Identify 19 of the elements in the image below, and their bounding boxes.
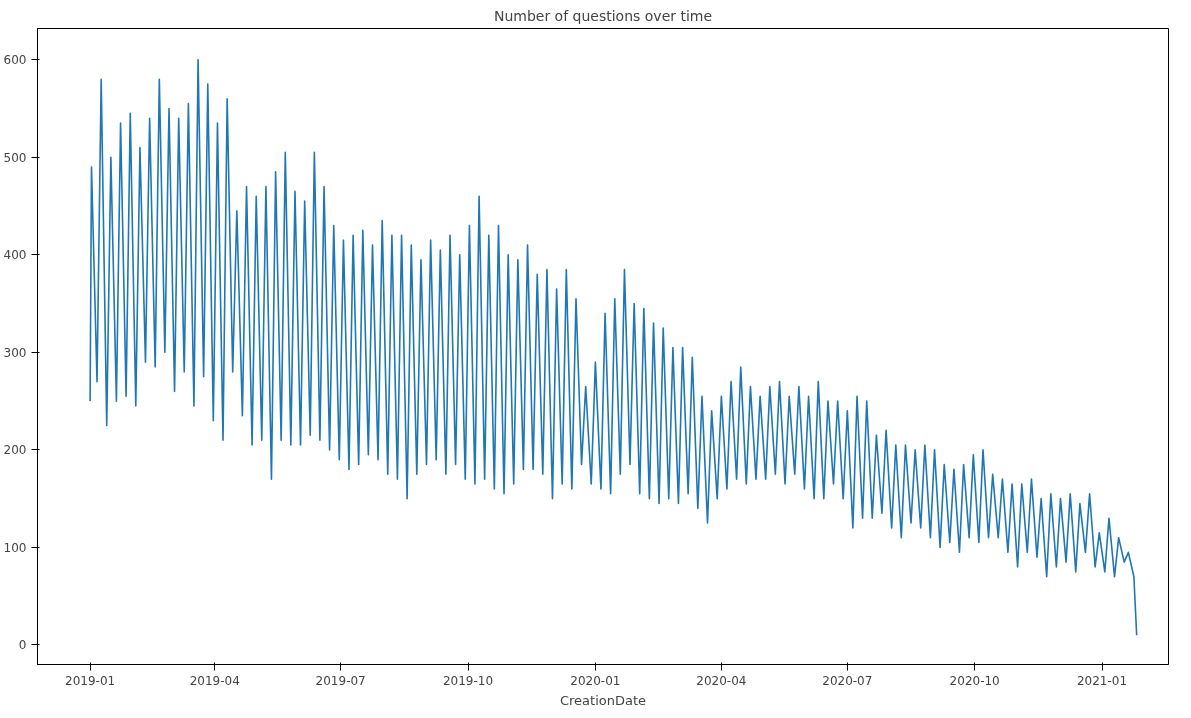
y-tick-label: 400 — [3, 248, 27, 263]
x-tick-label: 2020-01 — [570, 673, 621, 688]
x-axis-title: CreationDate — [559, 692, 647, 708]
x-tick-label: 2019-07 — [315, 673, 366, 688]
x-tick-label: 2019-01 — [65, 673, 116, 688]
x-tick-label: 2021-01 — [1076, 673, 1128, 688]
y-tick-label: 200 — [3, 443, 27, 458]
y-tick-label: 600 — [3, 53, 27, 68]
y-tick-label: 300 — [3, 345, 27, 360]
x-tick-label: 2020-10 — [949, 673, 1000, 688]
y-tick-label: 100 — [3, 540, 27, 555]
chart-title: Number of questions over time — [493, 7, 713, 24]
x-tick-label: 2020-04 — [696, 673, 747, 688]
x-tick-label: 2020-07 — [822, 673, 873, 688]
x-tick-label: 2019-04 — [189, 673, 240, 688]
x-tick-label: 2019-10 — [442, 673, 494, 688]
y-tick-label: 0 — [18, 638, 27, 653]
y-tick-label: 500 — [3, 150, 27, 165]
line-series — [89, 58, 1138, 637]
